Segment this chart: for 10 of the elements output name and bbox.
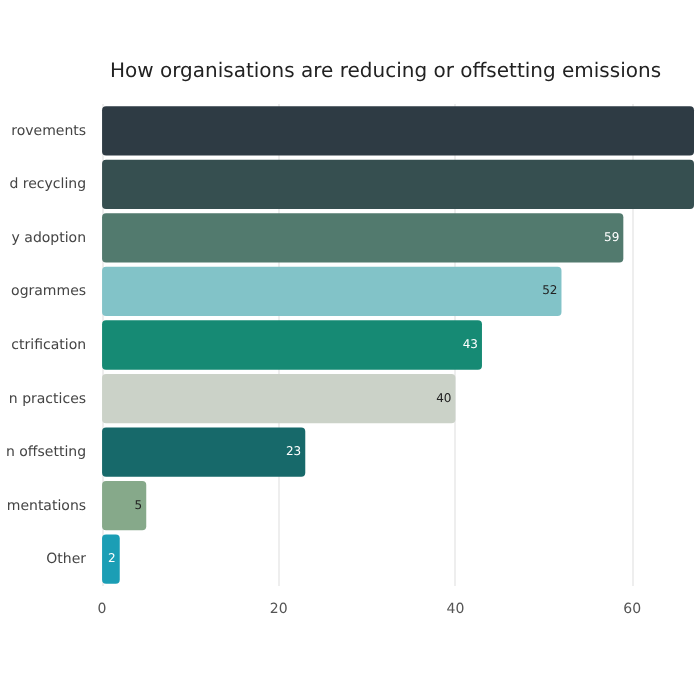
bar [102, 159, 694, 209]
chart-title: How organisations are reducing or offsetting emissions [110, 61, 662, 83]
bar [102, 427, 306, 477]
bar [102, 320, 482, 370]
bar [102, 481, 147, 531]
bar [102, 534, 120, 584]
bar [102, 213, 624, 263]
bar [102, 106, 694, 156]
bar [102, 373, 456, 424]
bar [102, 266, 562, 317]
